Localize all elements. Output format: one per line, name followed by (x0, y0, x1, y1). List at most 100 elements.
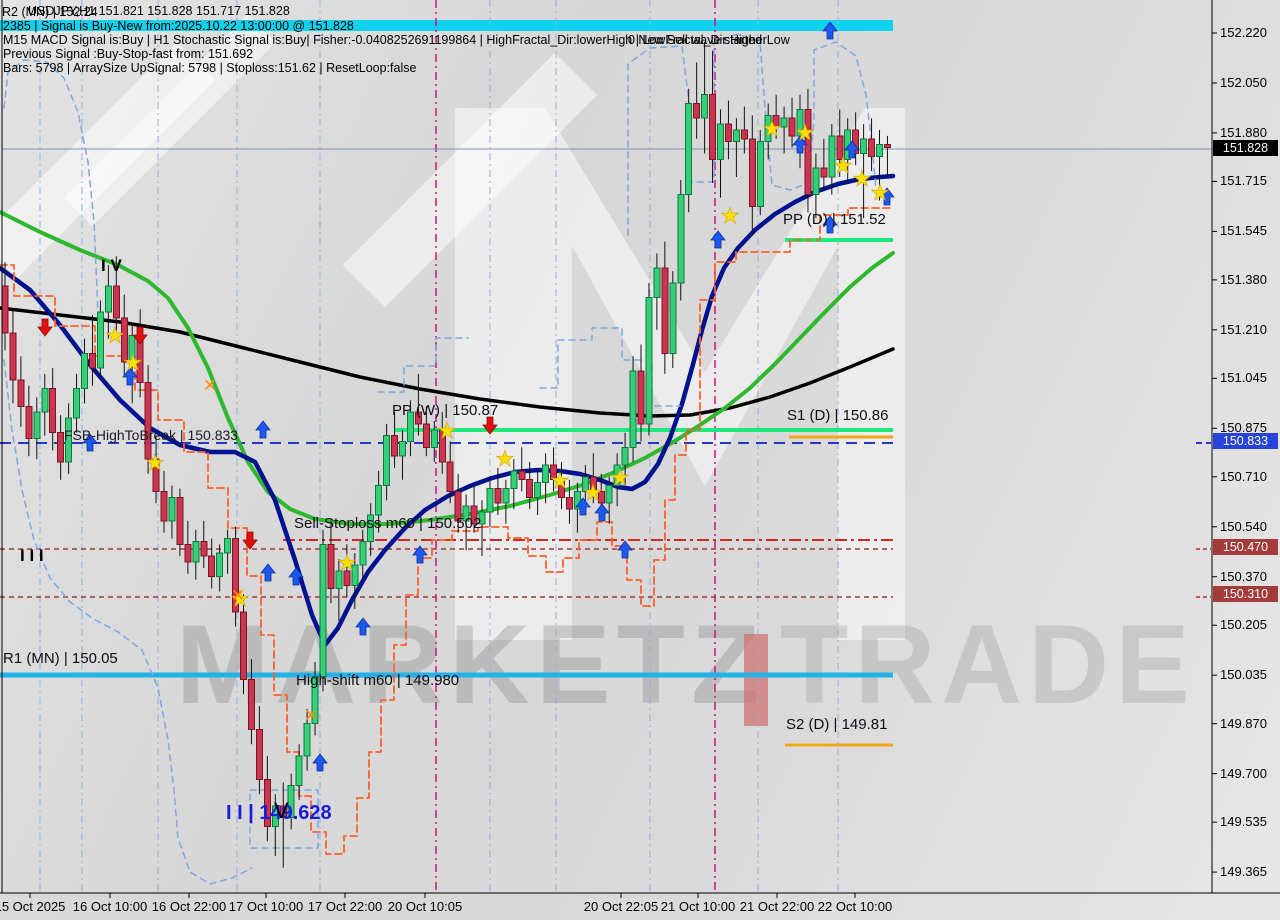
star-signal-icon: ★ (610, 466, 630, 491)
price-tick-label: 151.380 (1220, 271, 1267, 287)
high-shift-label: High-shift m60 | 149.980 (296, 672, 460, 689)
candle-bearish (232, 538, 240, 613)
buy-arrow-icon (355, 617, 371, 636)
candle-bearish (868, 138, 876, 157)
price-tick-label: 149.365 (1220, 864, 1267, 880)
pivot-label-r1mn: R1 (MN) | 150.05 (3, 650, 118, 667)
star-signal-icon: ★ (437, 419, 457, 444)
channel-blue-2 (3, 359, 253, 885)
candle-bearish (454, 490, 462, 522)
wave-note-label: 0 New Sell wave started (628, 33, 763, 47)
ma-green (0, 210, 895, 526)
buy-arrow-icon (617, 540, 633, 559)
sell-arrow-icon (132, 326, 148, 345)
candle-bullish (216, 552, 224, 578)
candle-bullish (764, 114, 772, 143)
candle-bullish (359, 540, 367, 566)
candle-bullish (104, 285, 112, 313)
candle-bullish (732, 129, 740, 143)
time-axis-label: 16 Oct 10:00 (72, 899, 148, 914)
price-badge: 150.310 (1213, 586, 1278, 603)
buy-arrow-icon (879, 187, 895, 206)
price-badge: 151.828 (1213, 140, 1278, 157)
channel-blue-1 (3, 59, 100, 346)
channel-blue-4 (539, 327, 681, 407)
candle-bullish (756, 141, 764, 207)
sell-arrow-icon (242, 531, 258, 550)
price-tick-label: 149.535 (1220, 814, 1267, 830)
time-axis-label: 17 Oct 10:00 (228, 899, 304, 914)
candle-bullish (335, 570, 343, 589)
buy-arrow-icon (122, 367, 138, 386)
buy-arrow-icon (594, 503, 610, 522)
candle-bullish (430, 429, 438, 448)
star-signal-icon: ★ (833, 154, 853, 179)
buy-arrow-icon (412, 545, 428, 564)
candle-bullish (462, 505, 470, 522)
price-tick-label: 150.710 (1220, 468, 1267, 484)
x-mark-icon: ✕ (231, 586, 245, 606)
bars-status-line: Bars: 5798 | ArraySize UpSignal: 5798 | … (3, 61, 417, 75)
candle-bearish (518, 470, 526, 481)
star-signal-icon: ★ (230, 587, 250, 612)
candle-bearish (637, 370, 645, 425)
buy-arrow-icon (822, 215, 838, 234)
candle-bullish (33, 411, 41, 440)
candle-bearish (661, 267, 669, 354)
time-axis-label: 21 Oct 22:00 (739, 899, 815, 914)
candle-bullish (534, 482, 542, 498)
price-tick-label: 151.545 (1220, 223, 1267, 239)
candle-bearish (565, 496, 573, 510)
price-tick-label: 150.035 (1220, 667, 1267, 683)
candle-bearish (343, 570, 351, 587)
pivot-label-s2d: S2 (D) | 149.81 (786, 716, 888, 733)
candle-bearish (25, 405, 33, 440)
candle-bearish (740, 129, 748, 140)
channel-blue-box (249, 789, 319, 849)
candle-bearish (112, 285, 120, 319)
candle-bearish (247, 679, 255, 731)
candle-bearish (883, 144, 891, 149)
price-tick-label: 149.700 (1220, 765, 1267, 781)
candle-bullish (406, 411, 414, 443)
price-tick-label: 151.715 (1220, 173, 1267, 189)
wave-label-v: V (274, 798, 289, 823)
candle-bearish (279, 805, 287, 819)
candle-bullish (81, 352, 88, 390)
price-tick-label: 152.050 (1220, 74, 1267, 90)
candle-bullish (399, 441, 406, 457)
star-signal-icon: ★ (870, 181, 890, 206)
candle-bearish (494, 488, 502, 504)
candle-bearish (422, 423, 430, 448)
candle-bullish (860, 138, 868, 154)
candle-bearish (57, 432, 65, 463)
star-signal-icon: ★ (550, 469, 570, 494)
buy-arrow-icon (575, 497, 591, 516)
pivot-label-s1d: S1 (D) | 150.86 (787, 407, 889, 424)
candle-bullish (621, 446, 629, 466)
buy-arrow-icon (82, 433, 98, 452)
candle-bearish (748, 138, 756, 207)
candle-bearish (49, 388, 57, 434)
candle-bearish (724, 123, 732, 143)
candle-bullish (287, 784, 295, 819)
candle-bearish (17, 379, 25, 407)
price-tick-label: 150.205 (1220, 617, 1267, 633)
candle-bullish (351, 564, 359, 587)
symbol-ohlc-label: USDJPY,H1 151.821 151.828 151.717 151.82… (28, 4, 290, 18)
candle-bearish (788, 117, 796, 137)
buy-arrow-icon (844, 140, 860, 159)
candle-bearish (160, 490, 168, 522)
candle-bearish (804, 108, 812, 196)
candle-bearish (820, 167, 828, 178)
buy-arrow-icon (255, 420, 271, 439)
candle-bearish (597, 490, 605, 504)
candle-bullish (780, 117, 788, 128)
candle-bullish (613, 464, 621, 487)
candle-bearish (836, 135, 844, 160)
star-signal-icon: ★ (105, 324, 125, 349)
star-signal-icon: ★ (495, 447, 515, 472)
candle-bullish (375, 485, 383, 516)
